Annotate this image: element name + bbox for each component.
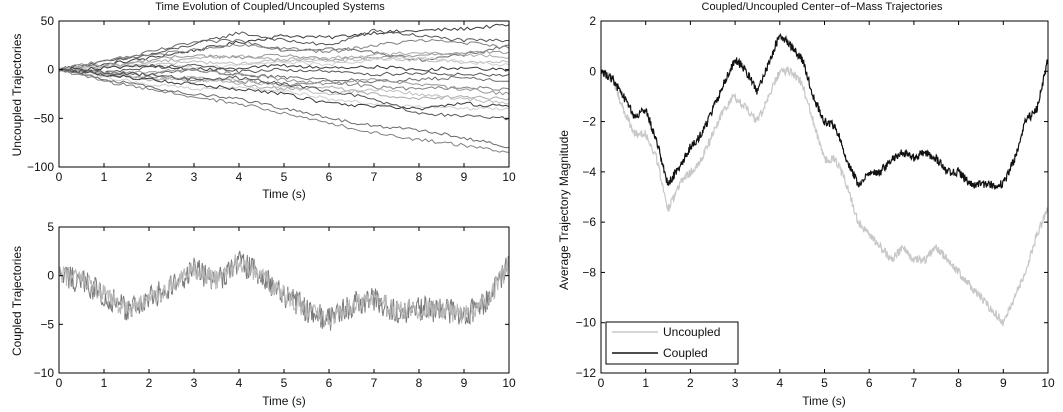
center-of-mass-x-tick-label: 9 [1000, 376, 1007, 390]
uncoupled-series-line-8 [59, 56, 509, 70]
coupled-x-axis-label: Time (s) [262, 394, 306, 408]
uncoupled-series-line-20 [59, 69, 509, 153]
coupled-axes-frame [58, 226, 510, 374]
center-of-mass-y-tick-label: 2 [589, 14, 596, 28]
uncoupled-x-tick-label: 1 [101, 170, 108, 184]
center-of-mass-x-tick-label: 8 [955, 376, 962, 390]
center-of-mass-series-line-2 [601, 32, 1048, 191]
uncoupled-series-line-19 [59, 69, 509, 149]
uncoupled-x-tick-label: 7 [371, 170, 378, 184]
uncoupled-plot-title: Time Evolution of Coupled/Uncoupled Syst… [155, 1, 385, 13]
coupled-y-tick-label: −5 [40, 317, 54, 331]
uncoupled-y-tick-label: −100 [27, 160, 54, 174]
center-of-mass-y-tick-label: −2 [582, 115, 596, 129]
uncoupled-series-line-15 [59, 68, 509, 105]
center-of-mass-x-tick-label: 10 [1041, 376, 1055, 390]
center-of-mass-y-axis-label: Average Trajectory Magnitude [557, 130, 571, 290]
uncoupled-series-line-3 [59, 38, 509, 71]
center-of-mass-x-tick-label: 3 [732, 376, 739, 390]
coupled-series-overlay [59, 254, 509, 327]
center-of-mass-series-group [601, 32, 1048, 327]
center-of-mass-y-tick-label: 0 [589, 64, 596, 78]
coupled-x-tick-label: 6 [326, 376, 333, 390]
uncoupled-x-tick-label: 5 [281, 170, 288, 184]
uncoupled-series-line-17 [59, 67, 509, 111]
center-of-mass-x-tick-label: 2 [687, 376, 694, 390]
uncoupled-x-tick-label: 3 [191, 170, 198, 184]
coupled-trajectories-plot: 0 1 2 3 4 5 6 7 8 9 10 5 0 −5 −10 Time (s) Coupled Tra… [10, 220, 516, 408]
uncoupled-x-tick-label: 0 [56, 170, 63, 184]
uncoupled-series-line-14 [59, 69, 509, 101]
uncoupled-x-axis-label: Time (s) [262, 187, 306, 201]
coupled-x-tick-label: 3 [191, 376, 198, 390]
uncoupled-series-line-5 [59, 49, 509, 71]
center-of-mass-x-tick-label: 4 [776, 376, 783, 390]
uncoupled-y-tick-label: 0 [47, 63, 54, 77]
uncoupled-y-tick-label: 50 [41, 14, 55, 28]
uncoupled-series-group [59, 23, 509, 153]
center-of-mass-x-tick-label: 0 [598, 376, 605, 390]
center-of-mass-y-tick-label: −6 [582, 215, 596, 229]
uncoupled-y-axis-label: Uncoupled Trajectories [10, 34, 24, 157]
center-of-mass-y-tick-label: −4 [582, 165, 596, 179]
legend-label-coupled: Coupled [663, 346, 708, 360]
uncoupled-axes: 0 1 2 3 4 5 6 7 8 9 10 50 0 −50 −100 [27, 14, 516, 184]
uncoupled-x-tick-label: 2 [146, 170, 153, 184]
center-of-mass-x-tick-label: 7 [911, 376, 918, 390]
uncoupled-series-line-9 [59, 63, 509, 72]
coupled-y-tick-label: 0 [47, 269, 54, 283]
legend-label-uncoupled: Uncoupled [663, 325, 720, 339]
coupled-y-tick-label: 5 [47, 220, 54, 234]
coupled-x-tick-label: 2 [146, 376, 153, 390]
coupled-x-tick-label: 9 [461, 376, 468, 390]
coupled-x-tick-label: 5 [281, 376, 288, 390]
coupled-x-tick-label: 10 [502, 376, 516, 390]
legend: Uncoupled Coupled [605, 321, 739, 365]
center-of-mass-y-tick-label: −8 [582, 265, 596, 279]
uncoupled-x-tick-label: 10 [502, 170, 516, 184]
uncoupled-series-line-6 [59, 51, 509, 72]
uncoupled-y-tick-label: −50 [34, 111, 55, 125]
legend-box [605, 321, 739, 365]
uncoupled-series-line-4 [59, 38, 509, 70]
uncoupled-series-line-1 [59, 23, 509, 71]
uncoupled-x-tick-label: 6 [326, 170, 333, 184]
center-of-mass-x-tick-label: 1 [642, 376, 649, 390]
coupled-x-tick-label: 0 [56, 376, 63, 390]
center-of-mass-axes: 0 1 2 3 4 5 6 7 8 9 10 2 0 −2 −4 −6 −8 −10 −12 [576, 14, 1055, 390]
center-of-mass-axes-frame [600, 20, 1049, 374]
coupled-x-tick-label: 1 [101, 376, 108, 390]
center-of-mass-x-tick-label: 5 [821, 376, 828, 390]
center-of-mass-series-line-1 [601, 66, 1048, 327]
coupled-x-tick-label: 7 [371, 376, 378, 390]
uncoupled-x-tick-label: 4 [236, 170, 243, 184]
center-of-mass-plot: Coupled/Uncoupled Center−of−Mass Traject… [557, 1, 1055, 408]
coupled-y-axis-label: Coupled Trajectories [10, 246, 24, 356]
center-of-mass-x-tick-label: 6 [866, 376, 873, 390]
coupled-x-tick-label: 4 [236, 376, 243, 390]
coupled-series-group [59, 250, 509, 331]
uncoupled-x-tick-label: 8 [416, 170, 423, 184]
coupled-x-tick-label: 8 [416, 376, 423, 390]
coupled-y-tick-label: −10 [34, 366, 55, 380]
center-of-mass-x-axis-label: Time (s) [802, 394, 846, 408]
center-of-mass-y-tick-label: −10 [576, 316, 597, 330]
uncoupled-series-line-11 [59, 67, 509, 84]
uncoupled-series-line-18 [59, 68, 509, 121]
uncoupled-trajectories-plot: Time Evolution of Coupled/Uncoupled Syst… [10, 1, 516, 201]
uncoupled-x-tick-label: 9 [461, 170, 468, 184]
coupled-axes: 0 1 2 3 4 5 6 7 8 9 10 5 0 −5 −10 [34, 220, 516, 390]
uncoupled-series-line-10 [59, 63, 509, 77]
center-of-mass-y-tick-label: −12 [576, 366, 597, 380]
center-of-mass-plot-title: Coupled/Uncoupled Center−of−Mass Traject… [702, 1, 943, 13]
